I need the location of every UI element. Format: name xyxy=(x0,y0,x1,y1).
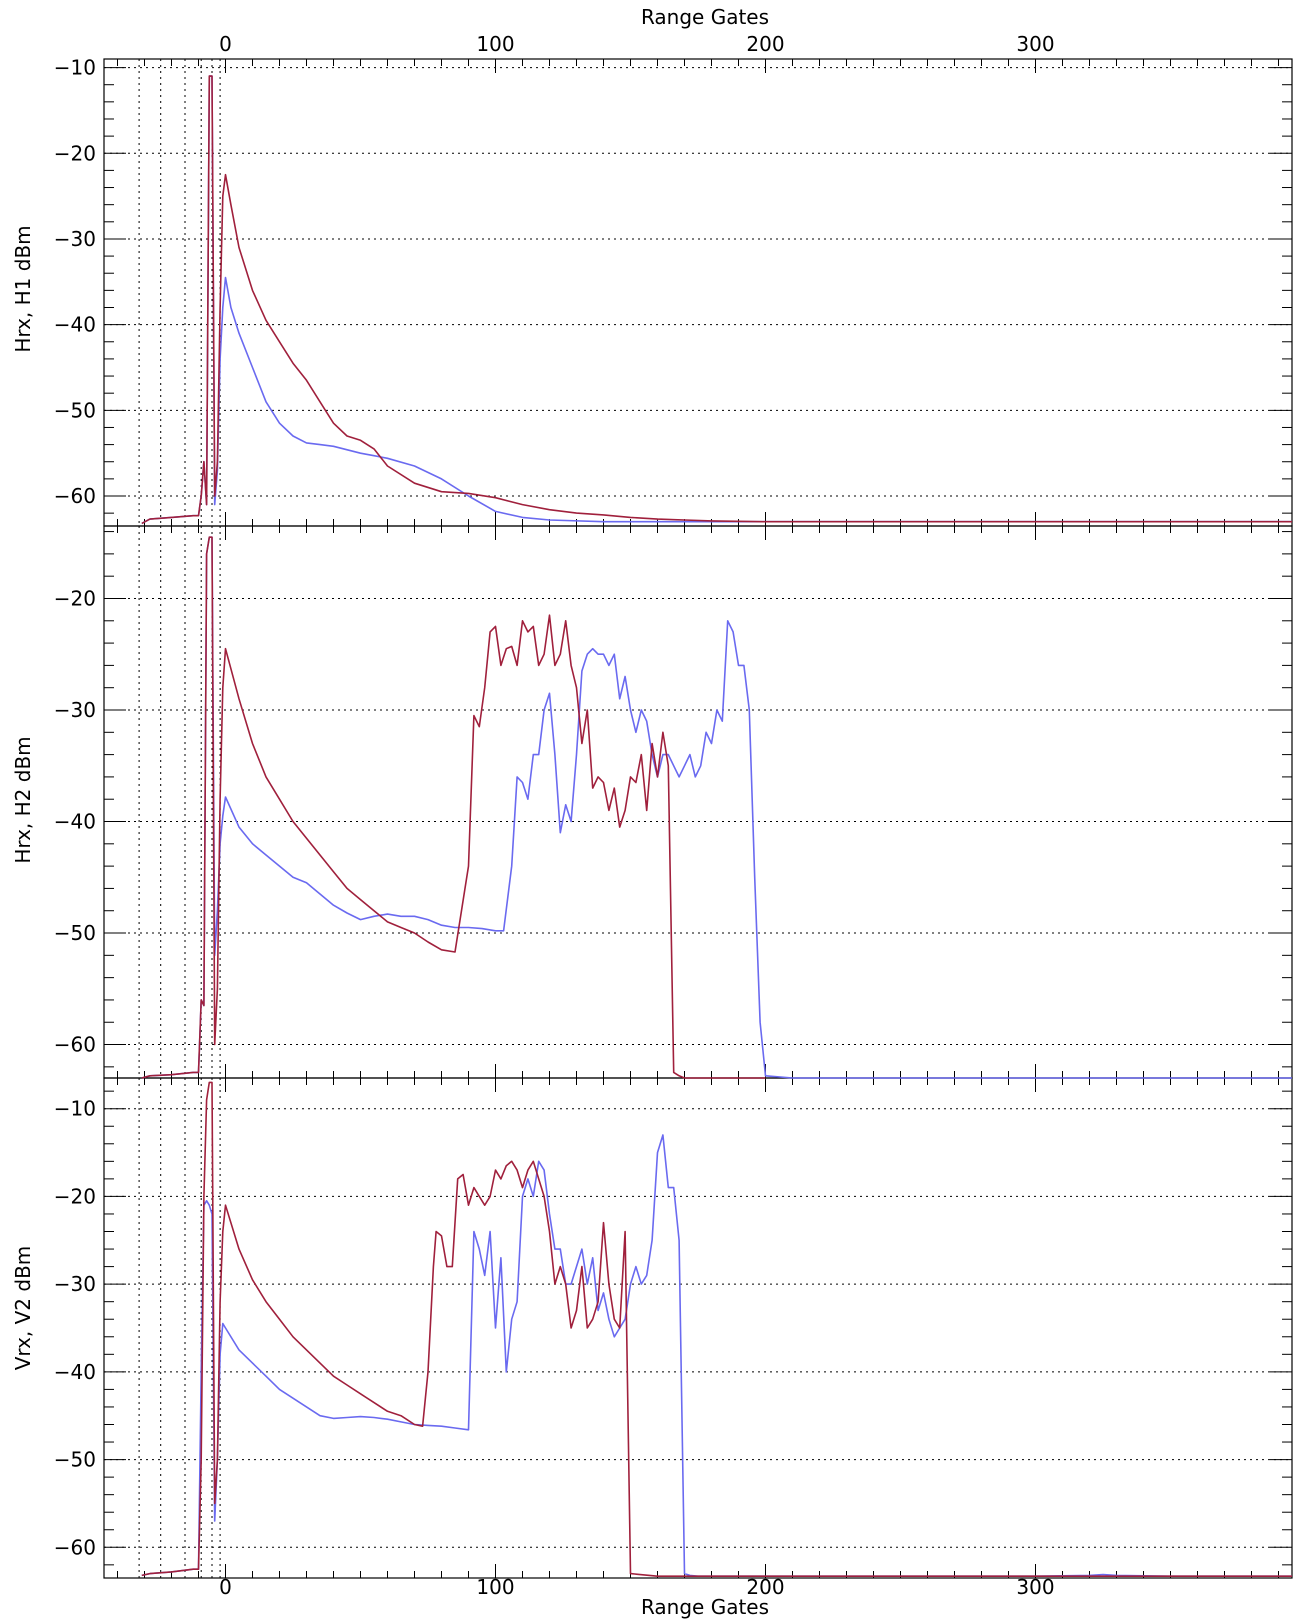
panel-3-ytick-label-2: −30 xyxy=(54,1272,96,1296)
panel-2-ytick-label-4: −60 xyxy=(54,1033,96,1057)
panel-1-ytick-label-3: −40 xyxy=(54,313,96,337)
panel-3-ytick-label-4: −50 xyxy=(54,1448,96,1472)
panel-1-y-axis-title: Hrx, H1 dBm xyxy=(11,225,35,352)
top-xtick-label-0: 0 xyxy=(219,32,232,56)
panel-2-ytick-label-2: −40 xyxy=(54,810,96,834)
panel-1-ytick-label-0: −10 xyxy=(54,56,96,80)
panel-3-ytick-label-0: −10 xyxy=(54,1097,96,1121)
panel-1-ytick-label-1: −20 xyxy=(54,141,96,165)
panel-2-y-axis-title: Hrx, H2 dBm xyxy=(11,736,35,863)
panel-1-ytick-label-5: −60 xyxy=(54,484,96,508)
top-xtick-label-2: 200 xyxy=(746,32,784,56)
panel-3-frame xyxy=(103,1077,1293,1579)
panel-2-series-blue-line xyxy=(141,536,1292,1079)
bottom-xtick-label-0: 0 xyxy=(219,1575,232,1599)
panel-3-ytick-label-3: −40 xyxy=(54,1360,96,1384)
bottom-x-axis-title: Range Gates xyxy=(641,1595,769,1619)
axis-ticks xyxy=(104,59,1292,1578)
panel-2-ytick-label-3: −50 xyxy=(54,921,96,945)
bottom-xtick-label-2: 200 xyxy=(746,1575,784,1599)
panel-2-ytick-label-0: −20 xyxy=(54,586,96,610)
top-xtick-label-1: 100 xyxy=(476,32,514,56)
panel-frames xyxy=(103,58,1293,1579)
bottom-xtick-label-1: 100 xyxy=(476,1575,514,1599)
top-x-axis-title: Range Gates xyxy=(641,5,769,29)
panel-3-ytick-label-5: −60 xyxy=(54,1535,96,1559)
bottom-xtick-label-3: 300 xyxy=(1016,1575,1054,1599)
panel-1-ytick-label-2: −30 xyxy=(54,227,96,251)
panel-2-ytick-label-1: −30 xyxy=(54,698,96,722)
top-xtick-label-3: 300 xyxy=(1016,32,1054,56)
panel-3-series-blue-line xyxy=(141,1134,1292,1577)
panel-1-series-blue-line xyxy=(141,75,1292,525)
panel-1-ytick-label-4: −50 xyxy=(54,398,96,422)
axis-labels: Range Gates Range Gates Hrx, H1 dBm Hrx,… xyxy=(11,5,1055,1619)
panel-3-ytick-label-1: −20 xyxy=(54,1184,96,1208)
series-lines xyxy=(141,75,1292,1577)
panel-1-frame xyxy=(103,58,1293,527)
grid-lines xyxy=(104,59,1292,1578)
panel-2-frame xyxy=(103,525,1293,1079)
panel-3-series-red-line xyxy=(141,1081,1292,1577)
panel-2-series-red-line xyxy=(141,536,766,1079)
panel-1-series-red-line xyxy=(141,75,1292,525)
panel-3-y-axis-title: Vrx, V2 dBm xyxy=(11,1246,35,1371)
